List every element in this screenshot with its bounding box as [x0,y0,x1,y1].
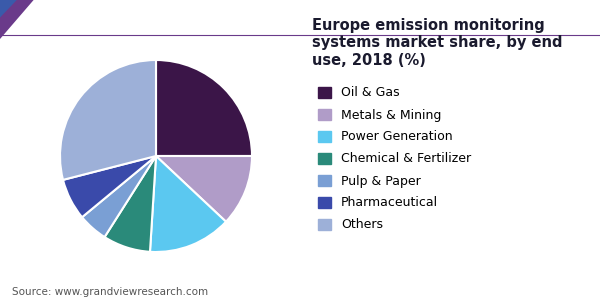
Text: Source: www.grandviewresearch.com: Source: www.grandviewresearch.com [12,287,208,297]
Polygon shape [0,0,17,17]
Wedge shape [104,156,156,252]
Wedge shape [82,156,156,237]
Legend: Oil & Gas, Metals & Mining, Power Generation, Chemical & Fertilizer, Pulp & Pape: Oil & Gas, Metals & Mining, Power Genera… [318,86,471,232]
Wedge shape [63,156,156,217]
Wedge shape [156,156,252,222]
Text: Europe emission monitoring systems market share, by end use, 2018 (%): Europe emission monitoring systems marke… [312,18,563,68]
Wedge shape [156,60,252,156]
Polygon shape [0,0,34,39]
Wedge shape [150,156,226,252]
Wedge shape [60,60,156,180]
